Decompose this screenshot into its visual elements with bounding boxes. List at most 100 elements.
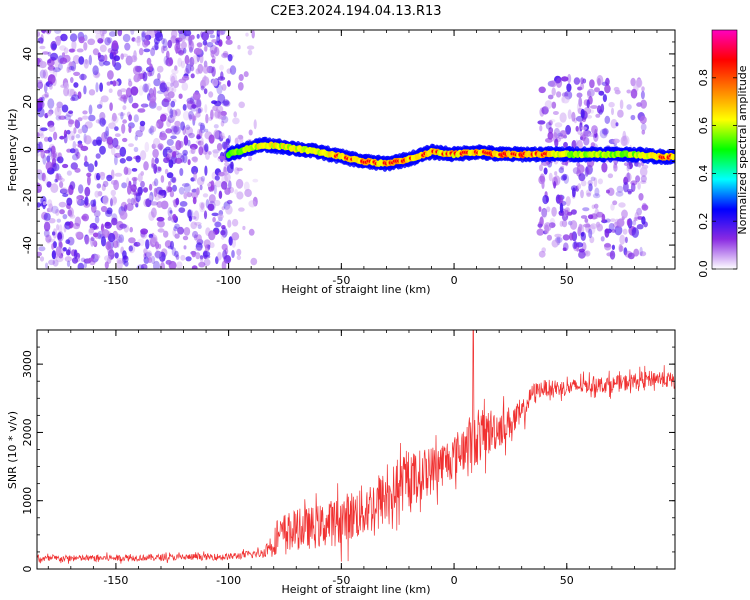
- spectrogram-noise-cell: [168, 114, 177, 120]
- spectrogram-noise-cell: [626, 218, 631, 227]
- spectrogram-noise-cell: [59, 45, 67, 51]
- spectrogram-noise-cell: [166, 172, 174, 179]
- spectrogram-noise-cell: [160, 200, 169, 210]
- spectrogram-noise-cell: [133, 114, 139, 123]
- spectrogram-noise-cell: [89, 260, 96, 266]
- spectrogram-noise-cell: [38, 61, 47, 69]
- spectrogram-noise-cell: [104, 261, 109, 269]
- spectrogram-noise-cell: [78, 56, 85, 65]
- spectrogram-noise-cell: [105, 241, 112, 251]
- spectrogram-noise-cell: [88, 89, 96, 96]
- spectrogram-noise-cell: [96, 172, 101, 181]
- spectrogram-noise-cell: [151, 207, 157, 218]
- spectrogram-noise-cell: [48, 218, 56, 224]
- spectrogram-noise-cell: [611, 107, 614, 116]
- spectrogram-noise-cell: [77, 128, 83, 134]
- spectrogram-noise-cell: [208, 194, 216, 204]
- spectrogram-noise-cell: [117, 89, 123, 97]
- spectrogram-noise-cell: [70, 162, 79, 170]
- spectrogram-noise-cell: [174, 120, 181, 127]
- y-tick-label: 3000: [21, 350, 34, 378]
- spectrogram-noise-cell: [113, 55, 121, 62]
- spectrogram-noise-cell: [178, 207, 186, 214]
- spectrogram-noise-cell: [202, 40, 208, 46]
- spectrogram-noise-cell: [140, 150, 147, 161]
- spectrogram-noise-cell: [120, 111, 124, 120]
- spectrogram-noise-cell: [590, 176, 596, 182]
- figure-title: C2E3.2024.194.04.13.R13: [270, 4, 441, 19]
- spectrogram-noise-cell: [172, 184, 177, 192]
- spectrogram-noise-cell: [183, 30, 192, 37]
- spectrogram-noise-cell: [218, 171, 225, 177]
- spectrogram-noise-cell: [151, 45, 159, 51]
- spectrogram-noise-cell: [589, 79, 595, 89]
- spectrogram-noise-cell: [626, 172, 630, 183]
- spectrogram-noise-cell: [114, 155, 118, 166]
- spectrogram-noise-cell: [84, 121, 93, 129]
- spectrogram-noise-cell: [221, 52, 229, 59]
- spectrogram-noise-cell: [216, 105, 224, 114]
- spectrogram-noise-cell: [61, 104, 69, 113]
- spectrogram-noise-cell: [154, 250, 162, 258]
- spectrogram-noise-cell: [95, 33, 102, 41]
- spectrogram-noise-cell: [201, 76, 210, 86]
- spectrogram-noise-cell: [627, 190, 632, 195]
- spectrogram-noise-cell: [248, 200, 257, 208]
- spectrogram-noise-cell: [581, 180, 587, 187]
- spectrogram-noise-cell: [96, 183, 102, 189]
- spectrogram-noise-cell: [595, 113, 601, 118]
- spectrogram-noise-cell: [50, 183, 59, 194]
- spectrogram-noise-cell: [111, 115, 119, 124]
- spectrogram-noise-cell: [594, 208, 600, 219]
- spectrogram-noise-cell: [37, 81, 41, 87]
- spectrogram-noise-cell: [63, 82, 70, 90]
- spectrogram-noise-cell: [129, 226, 133, 233]
- spectrogram-noise-cell: [220, 115, 227, 121]
- spectrogram-noise-cell: [195, 112, 201, 118]
- spectrogram-noise-cell: [151, 157, 155, 168]
- spectrogram-noise-cell: [578, 173, 586, 182]
- spectrogram-noise-cell: [107, 37, 113, 44]
- spectrogram-noise-cell: [66, 111, 73, 117]
- spectrogram-noise-cell: [39, 69, 46, 79]
- spectrogram-noise-cell: [52, 228, 58, 239]
- spectrogram-noise-cell: [83, 262, 88, 269]
- spectrogram-noise-cell: [71, 257, 79, 264]
- spectrogram-noise-cell: [150, 47, 156, 57]
- spectrogram-noise-cell: [227, 186, 235, 194]
- spectrogram-noise-cell: [177, 226, 185, 235]
- spectrogram-noise-cell: [636, 207, 642, 216]
- spectrogram-noise-cell: [52, 67, 61, 73]
- spectrogram-noise-cell: [153, 178, 159, 187]
- spectrogram-noise-cell: [167, 91, 175, 99]
- spectrogram-noise-cell: [114, 126, 119, 132]
- spectrogram-noise-cell: [126, 177, 130, 188]
- spectrogram-noise-cell: [93, 210, 101, 218]
- spectrogram-noise-cell: [639, 246, 643, 257]
- spectrogram-noise-cell: [73, 71, 81, 76]
- spectrogram-noise-cell: [167, 39, 172, 49]
- spectrogram-noise-cell: [160, 114, 167, 122]
- spectrogram-noise-cell: [192, 91, 201, 101]
- spectrogram-noise-cell: [84, 198, 88, 204]
- spectrogram-noise-cell: [142, 39, 149, 48]
- spectrogram-noise-cell: [37, 81, 44, 90]
- spectrogram-noise-cell: [46, 181, 52, 188]
- spectrogram-noise-cell: [69, 181, 76, 191]
- spectrogram-noise-cell: [107, 70, 114, 80]
- spectrogram-noise-cell: [589, 236, 595, 244]
- spectrogram-noise-cell: [232, 117, 240, 125]
- spectrogram-noise-cell: [126, 202, 134, 212]
- spectrogram-noise-cell: [252, 196, 258, 207]
- spectrogram-noise-cell: [549, 118, 556, 123]
- spectrogram-noise-cell: [221, 115, 229, 124]
- spectrogram-noise-cell: [172, 213, 177, 221]
- spectrogram-noise-cell: [600, 236, 605, 242]
- spectrogram-noise-cell: [578, 97, 583, 107]
- spectrogram-noise-cell: [541, 247, 546, 253]
- spectrogram-noise-cell: [212, 105, 218, 112]
- spectrogram-noise-cell: [536, 228, 544, 236]
- spectrogram-noise-cell: [153, 78, 161, 87]
- spectrogram-noise-cell: [610, 203, 615, 211]
- spectrogram-noise-cell: [107, 256, 112, 264]
